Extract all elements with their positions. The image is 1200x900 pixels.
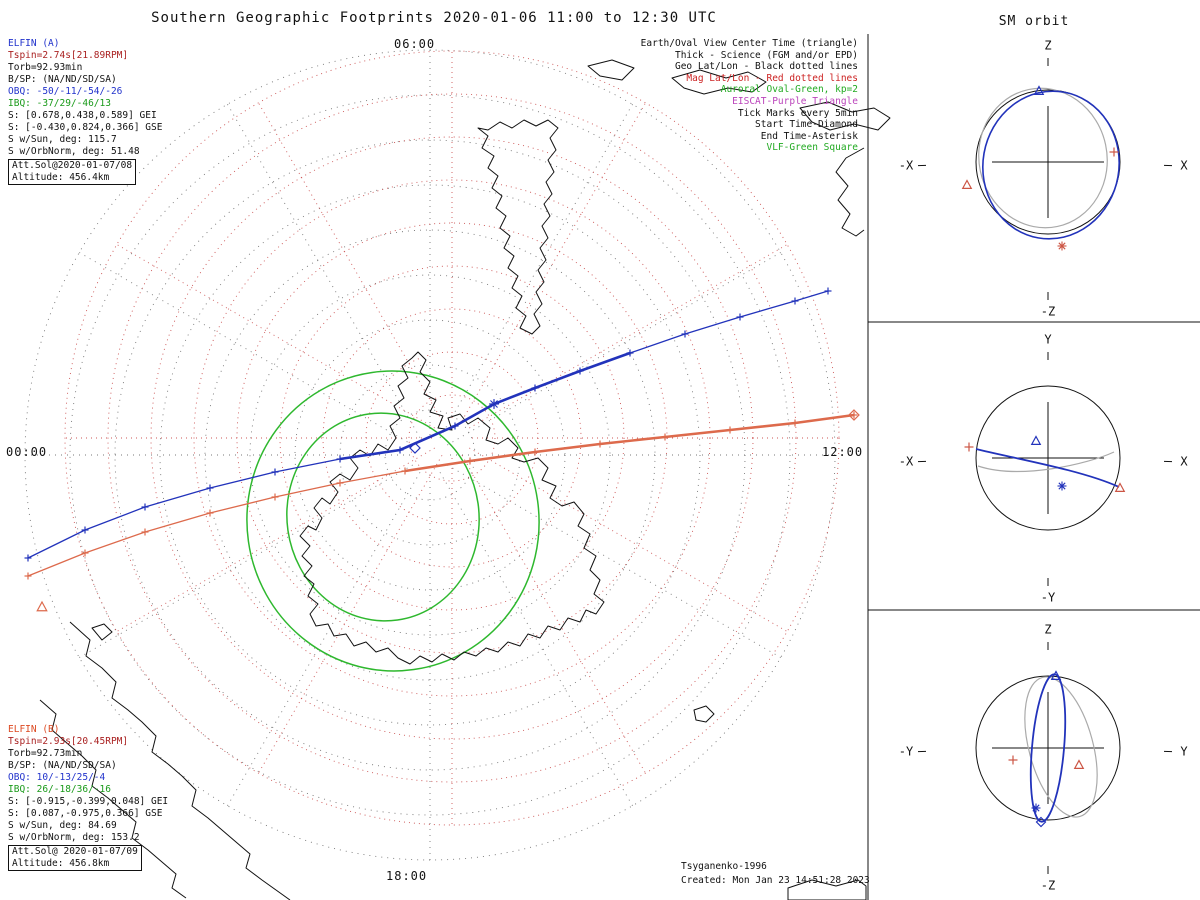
time-label-1800: 18:00 bbox=[386, 869, 428, 883]
diamond-marker bbox=[1035, 816, 1047, 828]
orbit-ellipse bbox=[978, 87, 1108, 229]
info-line-torb: Torb=92.93min bbox=[8, 62, 83, 73]
info-line-ibq: IBQ: -37/29/-46/13 bbox=[8, 98, 111, 109]
axis-label: X bbox=[1180, 455, 1188, 469]
info-line-ibq: IBQ: 26/-18/36/-16 bbox=[8, 784, 111, 795]
axis-label: -X bbox=[899, 159, 914, 173]
axis-label: -Z bbox=[1041, 879, 1055, 893]
info-line-s-gse: S: [-0.430,0.824,0.366] GSE bbox=[8, 122, 163, 133]
attitude-solution-box: Att.Sol@ 2020-01-07/09 Altitude: 456.8km bbox=[8, 845, 142, 871]
track-elfin-b-footprint bbox=[24, 409, 860, 612]
legend-line-tick-marks: Tick Marks every 5min bbox=[737, 107, 858, 119]
legend-line-eiscat: EISCAT-Purple Triangle bbox=[732, 95, 858, 107]
sm-orbit-title: SM orbit bbox=[998, 14, 1070, 29]
map-grids bbox=[24, 49, 840, 861]
created-label: Created: Mon Jan 23 14:51:28 2023 bbox=[681, 874, 870, 886]
info-line-sun-angle: S w/Sun, deg: 84.69 bbox=[8, 820, 117, 831]
orbit-arc bbox=[977, 451, 1115, 473]
legend-line-view-center: Earth/Oval View Center Time (triangle) bbox=[640, 38, 858, 49]
legend-line-thick-science: Thick - Science (FGM and/or EPD) bbox=[674, 49, 858, 61]
triangle-marker bbox=[1073, 759, 1085, 769]
elfin-b-info-block: ELFIN (B) Tspin=2.93s[20.45RPM] Torb=92.… bbox=[8, 724, 168, 871]
axis-label: Z bbox=[1044, 623, 1051, 637]
earth-circle bbox=[975, 385, 1121, 531]
axis-label: Y bbox=[1180, 745, 1188, 759]
time-label-0600: 06:00 bbox=[394, 37, 436, 51]
sm-orbit-panel-2: Y -Y -X X bbox=[899, 333, 1189, 605]
time-label-0000: 00:00 bbox=[6, 445, 48, 459]
info-line-s-gei: S: [0.678,0.438,0.589] GEI bbox=[8, 110, 157, 121]
orbit-arc bbox=[975, 448, 1120, 488]
legend-line-geo-grid: Geo Lat/Lon - Black dotted lines bbox=[674, 61, 858, 73]
map-title: Southern Geographic Footprints 2020-01-0… bbox=[151, 10, 717, 26]
info-line-altitude: Altitude: 456.4km bbox=[12, 172, 110, 183]
diamond-marker bbox=[409, 442, 421, 454]
triangle-marker bbox=[961, 179, 973, 189]
sm-orbit-panel-1: Z -Z -X X bbox=[899, 39, 1189, 319]
info-line-tspin: Tspin=2.74s[21.89RPM] bbox=[8, 50, 129, 61]
info-line-s-gei: S: [-0.915,-0.399,0.048] GEI bbox=[8, 796, 169, 807]
triangle-marker bbox=[36, 600, 48, 612]
map-legend: Earth/Oval View Center Time (triangle) T… bbox=[520, 38, 858, 154]
info-line-s-gse: S: [0.087,-0.975,0.366] GSE bbox=[8, 808, 163, 819]
attitude-solution-box: Att.Sol@2020-01-07/08 Altitude: 456.4km bbox=[8, 159, 137, 185]
info-line-bsp: B/SP: (NA/ND/SD/SA) bbox=[8, 74, 117, 85]
time-label-1200: 12:00 bbox=[822, 445, 864, 459]
info-line-obq: OBQ: -50/-11/-54/-26 bbox=[8, 86, 123, 97]
legend-line-auroral-oval: Auroral Oval-Green, kp=2 bbox=[720, 84, 858, 96]
panel-dividers bbox=[867, 34, 1200, 900]
info-line-attsol: Att.Sol@ 2020-01-07/09 bbox=[12, 846, 138, 857]
info-line-orbnorm-angle: S w/OrbNorm, deg: 153.2 bbox=[8, 832, 140, 843]
triangle-marker bbox=[1114, 482, 1126, 492]
sm-orbit-panel-3: Z -Z -Y Y bbox=[899, 623, 1189, 893]
info-line-sun-angle: S w/Sun, deg: 115.7 bbox=[8, 134, 117, 145]
info-line-bsp: B/SP: (NA/ND/SD/SA) bbox=[8, 760, 117, 771]
triangle-marker bbox=[1030, 435, 1042, 445]
axis-label: Z bbox=[1044, 39, 1051, 53]
info-line-obq: OBQ: 10/-13/25/-4 bbox=[8, 772, 106, 783]
model-label: Tsyganenko-1996 bbox=[681, 861, 767, 872]
coastlines bbox=[39, 59, 891, 900]
axis-label: -Y bbox=[1041, 591, 1056, 605]
track-elfin-a-footprint bbox=[24, 287, 832, 562]
auroral-oval bbox=[246, 370, 540, 672]
orbit-ellipse bbox=[982, 90, 1120, 240]
triangle-marker bbox=[1033, 85, 1045, 95]
orbit-ellipse bbox=[1024, 676, 1098, 818]
legend-line-end-time: End Time-Asterisk bbox=[760, 130, 858, 142]
info-line-torb: Torb=92.73min bbox=[8, 748, 83, 759]
info-line-orbnorm-angle: S w/OrbNorm, deg: 51.48 bbox=[8, 146, 140, 157]
elfin-a-info-block: ELFIN (A) Tspin=2.74s[21.89RPM] Torb=92.… bbox=[8, 38, 162, 185]
legend-line-vlf: VLF-Green Square bbox=[766, 142, 858, 154]
info-line-attsol: Att.Sol@2020-01-07/08 bbox=[12, 160, 133, 171]
elfin-b-name: ELFIN (B) bbox=[8, 724, 60, 735]
legend-line-mag-grid: Mag Lat/Lon - Red dotted lines bbox=[686, 72, 858, 84]
plot-footer: Tsyganenko-1996 Created: Mon Jan 23 14:5… bbox=[681, 860, 870, 887]
axis-label: -X bbox=[899, 455, 914, 469]
earth-circle bbox=[975, 675, 1121, 821]
info-line-altitude: Altitude: 456.8km bbox=[12, 858, 110, 869]
axis-label: X bbox=[1180, 159, 1188, 173]
legend-line-start-time: Start Time-Diamond bbox=[755, 119, 858, 131]
triangle-marker bbox=[1050, 670, 1062, 680]
axis-label: Y bbox=[1044, 333, 1052, 347]
info-line-tspin: Tspin=2.93s[20.45RPM] bbox=[8, 736, 129, 747]
axis-label: -Z bbox=[1041, 305, 1055, 319]
axis-label: -Y bbox=[899, 745, 914, 759]
diamond-marker bbox=[848, 409, 860, 421]
elfin-a-name: ELFIN (A) bbox=[8, 38, 60, 49]
